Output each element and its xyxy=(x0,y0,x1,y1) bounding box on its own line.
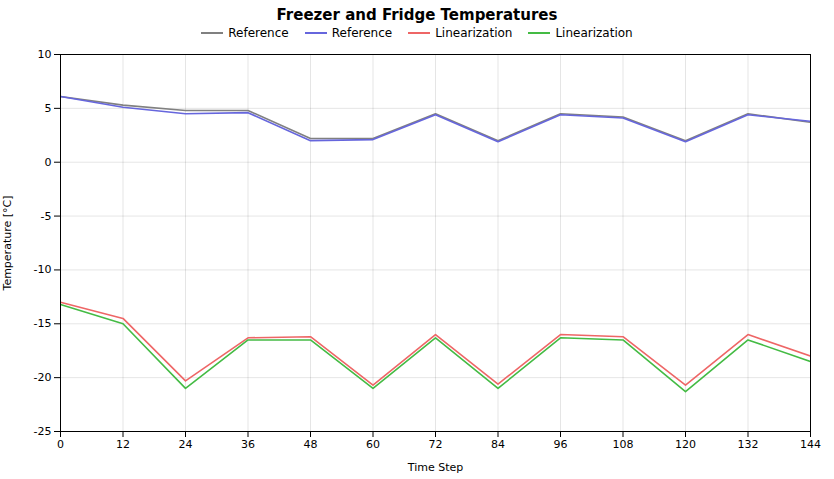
svg-text:5: 5 xyxy=(45,102,52,115)
svg-text:Time Step: Time Step xyxy=(407,461,463,474)
html-text:Linearization: Linearization xyxy=(555,26,633,40)
svg-text:84: 84 xyxy=(491,438,505,451)
svg-text:24: 24 xyxy=(179,438,193,451)
svg-text:36: 36 xyxy=(241,438,255,451)
svg-text:132: 132 xyxy=(738,438,759,451)
svg-text:96: 96 xyxy=(554,438,568,451)
svg-text:60: 60 xyxy=(366,438,380,451)
svg-text:-5: -5 xyxy=(41,210,52,223)
svg-text:-10: -10 xyxy=(34,263,52,276)
svg-text:-25: -25 xyxy=(34,425,52,438)
svg-text:-20: -20 xyxy=(34,371,52,384)
svg-text:0: 0 xyxy=(57,438,64,451)
svg-text:-15: -15 xyxy=(34,317,52,330)
svg-text:108: 108 xyxy=(613,438,634,451)
html-text:Linearization: Linearization xyxy=(435,26,513,40)
svg-text:0: 0 xyxy=(45,156,52,169)
svg-text:120: 120 xyxy=(675,438,696,451)
svg-text:72: 72 xyxy=(429,438,443,451)
svg-text:10: 10 xyxy=(38,48,52,61)
svg-text:144: 144 xyxy=(800,438,821,451)
svg-text:12: 12 xyxy=(116,438,130,451)
html-text:Freezer and Fridge Temperature: Freezer and Fridge Temperatures xyxy=(276,6,558,24)
html-text:Reference: Reference xyxy=(331,26,393,40)
svg-text:Temperature [°C]: Temperature [°C] xyxy=(1,196,14,292)
svg-text:48: 48 xyxy=(304,438,318,451)
html-text:Reference: Reference xyxy=(228,26,289,40)
